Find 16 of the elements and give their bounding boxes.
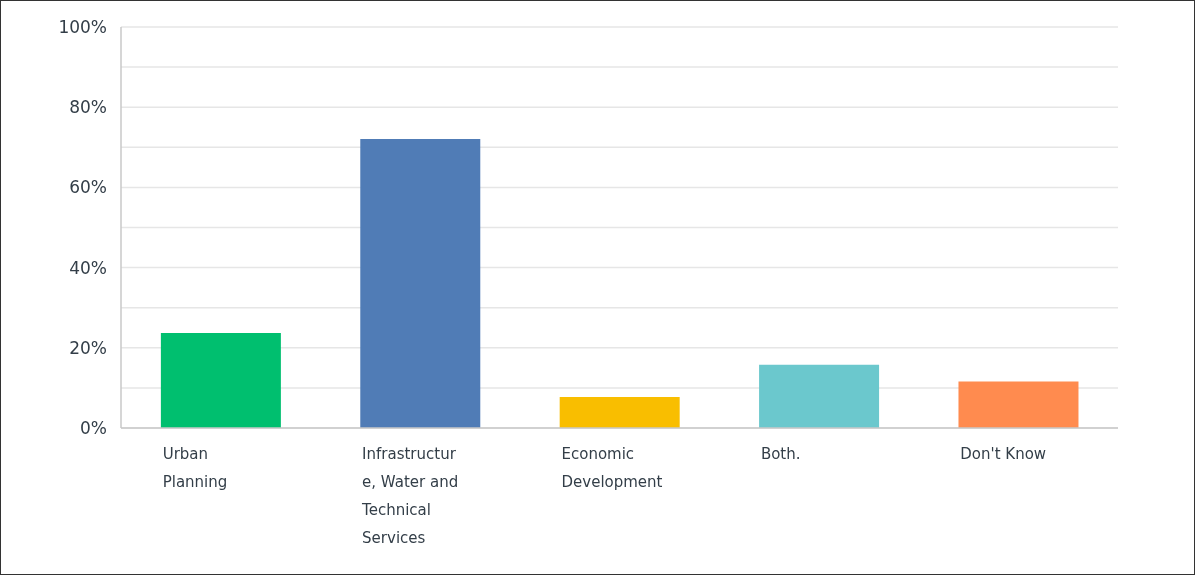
bar (759, 364, 880, 428)
bar (360, 138, 481, 428)
x-tick-label: Urban Planning (162, 445, 228, 491)
y-tick-label: 80% (69, 97, 107, 118)
x-tick-label: Both. (760, 445, 801, 463)
y-tick-label: 40% (69, 257, 107, 278)
y-tick-label: 0% (80, 418, 107, 439)
bar (160, 332, 281, 428)
bar (559, 397, 680, 428)
y-tick-label: 100% (58, 17, 107, 38)
x-tick-label: Economic Development (561, 445, 663, 491)
y-tick-label: 60% (69, 177, 107, 198)
y-tick-label: 20% (69, 337, 107, 358)
bar (958, 381, 1079, 428)
x-tick-label: Infrastructure, Water and Technical Services (361, 445, 459, 547)
x-tick-label: Don't Know (960, 445, 1047, 463)
